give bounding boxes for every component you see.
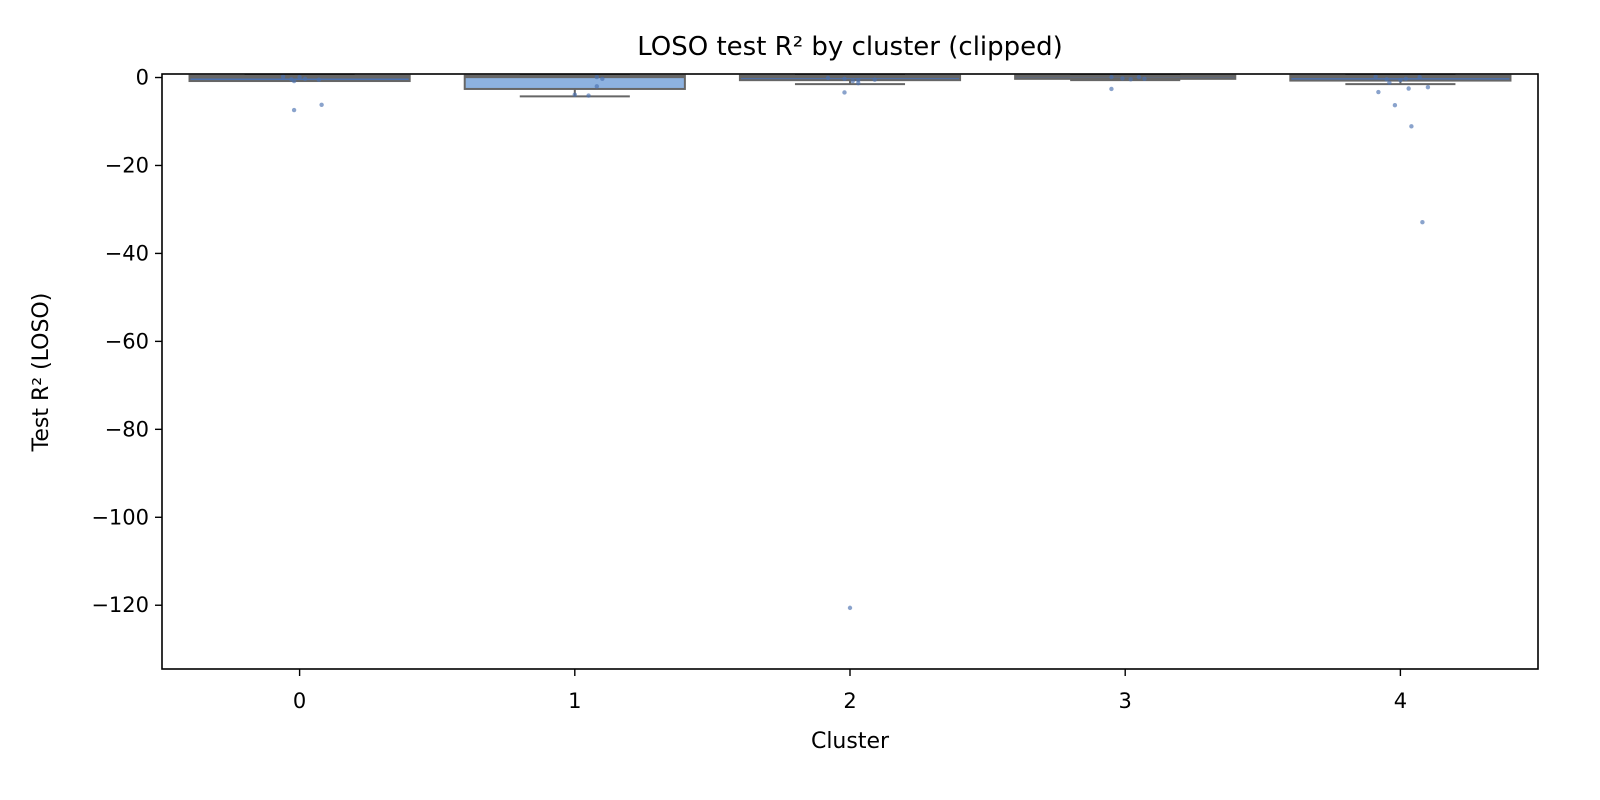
data-point [842, 90, 847, 95]
y-tick-label: −20 [105, 153, 149, 177]
data-point [856, 81, 861, 86]
data-point [1420, 220, 1425, 225]
data-point [1120, 76, 1125, 81]
data-point [316, 77, 322, 82]
y-tick-label: −60 [105, 329, 149, 353]
y-tick-label: 0 [136, 66, 149, 90]
data-point [1373, 74, 1378, 79]
y-tick-label: −100 [91, 505, 149, 529]
data-point [1406, 86, 1411, 91]
box-1 [463, 74, 686, 90]
x-tick-label: 1 [568, 689, 581, 713]
data-point [594, 84, 600, 89]
data-point [1425, 84, 1431, 90]
data-point [302, 76, 308, 82]
x-tick-label: 3 [1119, 689, 1132, 713]
data-point [1403, 76, 1409, 82]
data-point [594, 74, 600, 80]
data-point [1417, 74, 1422, 80]
data-point [600, 76, 605, 82]
data-point [1387, 80, 1392, 85]
data-point [850, 78, 855, 84]
data-point [1128, 77, 1133, 82]
data-point [1136, 74, 1142, 80]
data-point [586, 93, 591, 98]
data-point [1392, 103, 1398, 108]
data-point [847, 605, 853, 611]
chart-title: LOSO test R² by cluster (clipped) [637, 32, 1063, 62]
data-point [856, 77, 861, 83]
data-point [319, 102, 324, 107]
data-point [1109, 86, 1114, 92]
x-axis-label: Cluster [811, 729, 890, 754]
y-tick-label: −40 [105, 241, 149, 265]
data-point [872, 77, 877, 82]
x-tick-label: 4 [1394, 689, 1407, 713]
data-point [1409, 124, 1414, 129]
y-tick-label: −80 [105, 417, 149, 441]
data-point [291, 78, 297, 84]
data-point [1376, 89, 1381, 95]
data-point [1398, 77, 1403, 83]
data-point [842, 76, 847, 82]
data-point [280, 74, 286, 79]
x-tick-label: 0 [293, 689, 306, 713]
data-point [825, 75, 831, 81]
axes-frame [161, 73, 1539, 670]
data-point [1109, 74, 1114, 80]
plot-area: 0 −20 −40 −60 −80 −100 −120 0 1 2 3 4 [91, 66, 1539, 713]
y-axis-label: Test R² (LOSO) [29, 293, 54, 453]
data-point [297, 74, 302, 80]
data-point [1142, 76, 1147, 82]
x-tick-label: 2 [843, 689, 856, 713]
data-point [291, 107, 297, 113]
data-point [572, 92, 577, 97]
data-point [1384, 77, 1389, 82]
y-tick-label: −120 [91, 593, 149, 617]
